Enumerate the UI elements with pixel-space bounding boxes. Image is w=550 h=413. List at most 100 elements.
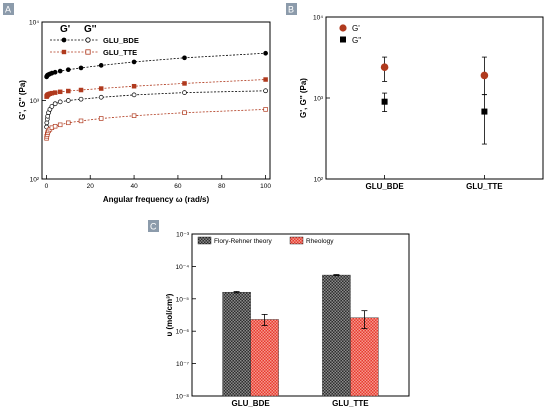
panel-a-point [182,90,187,95]
panel-b-points [380,56,489,145]
panel-a-x-ticks: 0 20 40 60 80 100 [45,175,271,190]
panel-a-x-tick-label: 60 [174,183,182,190]
panel-c-y-tick-label: 10⁻⁵ [176,296,190,303]
panel-c-x-tick-label: GLU_TTE [332,399,369,408]
panel-a-legend-marker-bde-gprime [61,37,67,43]
panel-a-point [65,67,71,73]
panel-a-point [98,94,104,100]
panel-a-legend-marker-bde-gdoubleprime [85,37,91,43]
panel-b-label-box [286,3,297,15]
panel-c-bar [322,274,351,397]
panel-b-y-tick-label: 10³ [314,96,324,103]
panel-a-x-tick-label: 20 [87,183,95,190]
panel-b-y-tick-label: 10² [314,177,324,184]
panel-c-y-tick-label: 10⁻⁴ [176,264,190,271]
panel-a-point [57,89,63,95]
panel-a-point [182,110,187,115]
panel-a-point [52,101,58,107]
panel-a-point [78,118,84,124]
panel-a-point [263,107,268,112]
panel-a-legend-marker-tte-gdoubleprime [85,49,91,55]
panel-a-point [44,120,50,126]
panel-a-point [131,113,137,118]
panel-a-point [52,69,58,75]
panel-b-y-ticks: 10² 10³ 10⁴ [313,15,330,184]
panel-a-point [57,99,63,105]
panel-b-point [380,63,389,72]
panel-b-x-tick-label: GLU_BDE [365,182,404,191]
panel-a-x-tick-label: 100 [260,183,271,190]
panel-a-y-ticks: 10² 10³ 10⁴ [29,20,46,184]
panel-a-point [182,55,187,61]
panel-c-legend-swatch-rheology [289,236,304,245]
panel-a-x-axis-title: Angular frequency ω (rad/s) [103,195,210,204]
panel-b-legend: G' G'' [339,24,362,45]
panel-c: C 10⁻⁸ 10⁻⁷ 10⁻⁶ 10⁻⁵ 10⁻⁴ 10⁻³ GLU_BDE GLU_TT… [148,220,410,408]
panel-c-x-ticks: GLU_BDE GLU_TTE [231,399,369,408]
panel-c-bars [222,274,379,397]
panel-a-legend-label-bde: GLU_BDE [103,36,139,45]
panel-b-letter: B [288,5,294,15]
panel-a-y-tick-label: 10⁴ [29,20,39,27]
panel-b-legend-label-gprime: G' [352,24,360,33]
panel-a-point [66,120,71,126]
panel-b-legend-marker-gprime [339,24,347,32]
panel-a-point [78,65,84,71]
panel-a-point [263,50,268,56]
panel-a-plot-frame [41,21,271,180]
panel-a-label-box [3,3,14,15]
panel-a-point [49,104,55,109]
panel-c-y-ticks: 10⁻⁸ 10⁻⁷ 10⁻⁶ 10⁻⁵ 10⁻⁴ 10⁻³ [176,232,196,401]
panel-a-point [52,90,58,95]
panel-b-x-tick-label: GLU_TTE [466,182,503,191]
panel-a-y-tick-label: 10² [30,177,40,184]
panel-a-legend: G' G'' GLU_BDE GLU_TTE [50,24,139,57]
panel-a-y-tick-label: 10³ [30,98,40,105]
panel-a-series [44,50,268,141]
panel-c-label-box [148,220,159,232]
panel-a-point [98,86,104,91]
panel-c-legend-swatch-flory [197,236,212,245]
panel-b-y-tick-label: 10⁴ [313,15,323,22]
panel-a-x-tick-label: 80 [218,183,226,190]
panel-a-series-line-0 [46,52,266,78]
panel-c-legend-label-rheology: Rheology [306,238,334,245]
panel-a-letter: A [5,5,11,15]
panel-a-legend-header-gprime: G' [60,24,70,35]
panel-a-point [98,116,104,121]
panel-b-y-axis-title: G', G'' (Pa) [299,78,308,118]
panel-a-point [57,68,63,74]
panel-c-letter: C [150,222,157,232]
panel-c-bar [222,291,251,397]
panel-a-point [65,98,71,103]
panel-a-point [131,92,137,98]
panel-b-x-ticks: GLU_BDE GLU_TTE [365,175,503,191]
panel-a-y-axis-title: G', G'' (Pa) [18,80,27,120]
panel-a-point [78,87,84,93]
panel-a-legend-marker-tte-gprime [61,49,67,55]
panel-a: A 10² 10³ 10⁴ 0 20 40 60 80 100 Angular frequen… [3,3,271,204]
panel-c-bar [250,319,279,397]
panel-c-legend-label-flory: Flory-Rehner theory [214,238,273,245]
panel-c-x-tick-label: GLU_BDE [231,399,270,408]
panel-c-y-tick-label: 10⁻³ [176,232,190,239]
panel-b-point [480,71,489,80]
panel-a-point [78,96,84,102]
panel-a-x-tick-label: 0 [45,183,49,190]
panel-a-x-tick-label: 40 [130,183,138,190]
panel-c-y-tick-label: 10⁻⁷ [176,361,190,368]
panel-c-plot-frame [191,233,410,397]
panel-a-point [52,123,58,129]
panel-c-bar [350,317,379,397]
panel-a-point [182,81,187,86]
panel-a-point [263,77,268,82]
panel-a-point [98,63,104,68]
panel-b-point [481,108,488,115]
panel-b-legend-marker-gdoubleprime [340,36,346,43]
panel-a-series-line-3 [46,109,266,139]
panel-a-point [131,83,137,89]
panel-c-y-tick-label: 10⁻⁶ [176,329,190,336]
panel-b-point [381,98,388,105]
